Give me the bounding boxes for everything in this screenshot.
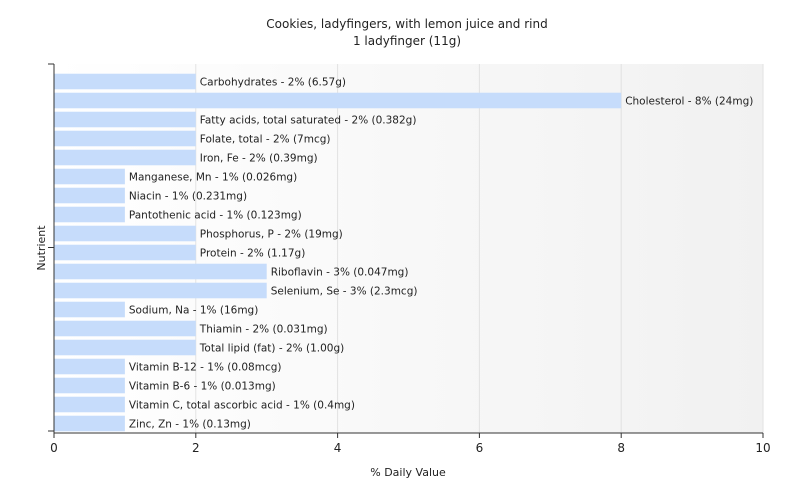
bar: [54, 149, 196, 166]
bar-label: Protein - 2% (1.17g): [200, 248, 306, 260]
bar-label: Carbohydrates - 2% (6.57g): [200, 77, 346, 89]
bar-label: Sodium, Na - 1% (16mg): [129, 305, 258, 317]
bar-label: Pantothenic acid - 1% (0.123mg): [129, 210, 302, 222]
bar: [54, 358, 125, 375]
bar-label: Vitamin C, total ascorbic acid - 1% (0.4…: [129, 400, 355, 412]
bar: [54, 282, 267, 299]
bar-label: Thiamin - 2% (0.031mg): [199, 324, 328, 336]
bar-label: Fatty acids, total saturated - 2% (0.382…: [200, 115, 417, 127]
bar: [54, 206, 125, 223]
x-tick-label: 0: [50, 441, 58, 455]
chart-title: Cookies, ladyfingers, with lemon juice a…: [266, 17, 547, 31]
bar: [54, 320, 196, 337]
bar-label: Vitamin B-12 - 1% (0.08mcg): [129, 362, 282, 374]
bar-label: Vitamin B-6 - 1% (0.013mg): [129, 381, 276, 393]
bar: [54, 92, 622, 109]
bar: [54, 301, 125, 318]
bar-label: Riboflavin - 3% (0.047mg): [271, 267, 409, 279]
bar-label: Iron, Fe - 2% (0.39mg): [200, 153, 318, 165]
x-tick-label: 4: [334, 441, 342, 455]
bar-label: Niacin - 1% (0.231mg): [129, 191, 247, 203]
bar-label: Selenium, Se - 3% (2.3mcg): [271, 286, 418, 298]
bar-label: Cholesterol - 8% (24mg): [625, 96, 753, 108]
bar: [54, 225, 196, 242]
x-tick-label: 6: [476, 441, 484, 455]
bar: [54, 187, 125, 204]
bar: [54, 339, 196, 356]
bar-label: Manganese, Mn - 1% (0.026mg): [129, 172, 297, 184]
x-tick-label: 2: [192, 441, 200, 455]
bar: [54, 396, 125, 413]
bar: [54, 130, 196, 147]
bar-label: Folate, total - 2% (7mcg): [200, 134, 331, 146]
bar: [54, 73, 196, 90]
bar-label: Total lipid (fat) - 2% (1.00g): [199, 343, 344, 355]
bar: [54, 263, 267, 280]
x-tick-label: 10: [755, 441, 770, 455]
y-axis-title: Nutrient: [35, 225, 48, 271]
axes: 0 2 4 6 8 10: [48, 63, 771, 455]
bar: [54, 168, 125, 185]
x-tick-label: 8: [617, 441, 625, 455]
bar-label: Zinc, Zn - 1% (0.13mg): [129, 419, 251, 431]
bar-label: Phosphorus, P - 2% (19mg): [200, 229, 343, 241]
bars: Carbohydrates - 2% (6.57g) Cholesterol - …: [54, 73, 753, 432]
chart-subtitle: 1 ladyfinger (11g): [353, 34, 461, 48]
x-axis-title: % Daily Value: [370, 466, 446, 479]
bar: [54, 377, 125, 394]
bar: [54, 244, 196, 261]
bar: [54, 111, 196, 128]
bar: [54, 415, 125, 432]
